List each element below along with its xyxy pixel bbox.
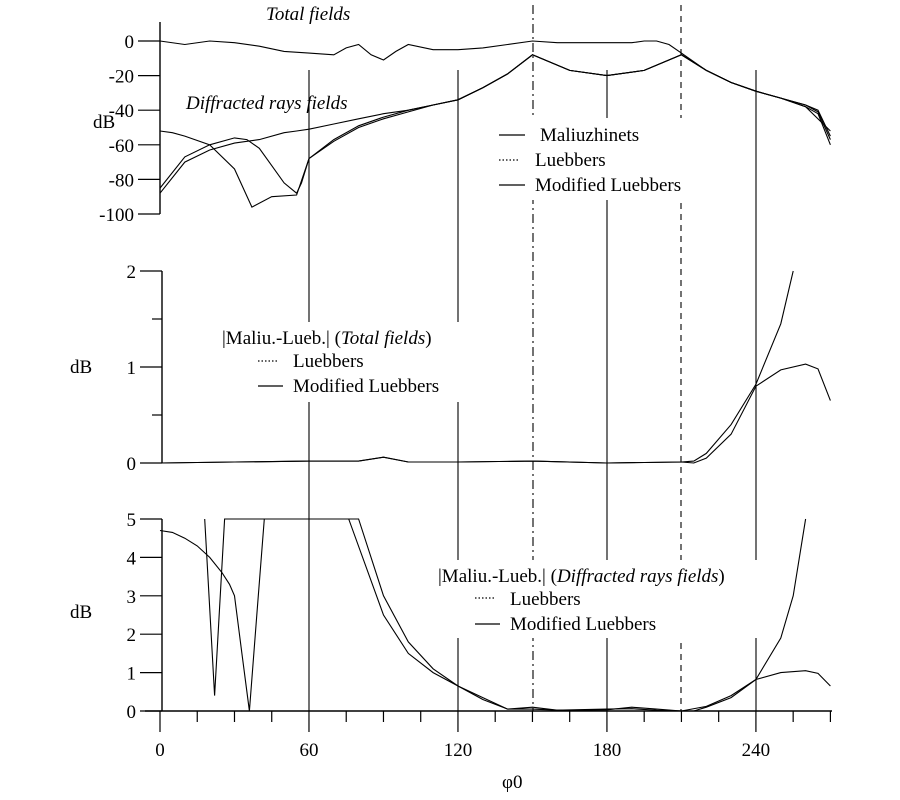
x-axis-label: φ0 [502,772,522,793]
legend-label: Luebbers [510,589,581,610]
top-annotation-total: Total fields [266,4,350,25]
y-tick-label: -100 [99,205,134,226]
series-line [159,54,831,195]
y-tick-label: 5 [127,510,137,531]
x-tick-label: 0 [155,740,165,761]
y-tick-label: 0 [127,702,137,723]
bot-legend: |Maliu.-Lueb.| (Diffracted rays fields) [438,566,725,587]
bottom-panel: 0 1 2 3 4 5 0 60 120 180 240 dB |Maliu.-Lueb.| (D… [70,510,832,793]
legend-label: Luebbers [293,351,364,372]
y-tick-label: 2 [127,262,137,283]
series-line [159,40,831,132]
legend-title: |Maliu.-Lueb.| (Total fields) [222,328,432,349]
top-annotation-diffracted: Diffracted rays fields [185,93,347,114]
y-tick-label: 2 [127,625,137,646]
mid-y-label: dB [70,357,92,378]
legend-title: |Maliu.-Lueb.| (Diffracted rays fields) [438,566,725,587]
top-legend: Maliuzhinets Luebbers Modified Luebbers [499,125,681,196]
top-y-label: dB [93,112,115,133]
y-tick-label: -40 [109,101,134,122]
x-tick-label: 120 [444,740,473,761]
y-tick-label: -60 [109,136,134,157]
bot-y-label: dB [70,602,92,623]
legend-label: Maliuzhinets [540,125,639,146]
bot-legend-items: Luebbers Modified Luebbers [475,589,656,635]
series-line [159,363,831,464]
series-line [204,518,831,712]
y-tick-label: 0 [127,454,137,475]
mid-legend: |Maliu.-Lueb.| (Total fields) Luebbers M… [222,328,439,397]
y-tick-label: 4 [127,548,137,569]
y-tick-label: -20 [109,67,134,88]
y-tick-label: 0 [125,32,135,53]
legend-label: Modified Luebbers [293,376,439,397]
y-tick-label: -80 [109,170,134,191]
x-tick-label: 180 [593,740,622,761]
legend-label: Modified Luebbers [510,614,656,635]
middle-panel: 0 1 2 dB |Maliu.-Lueb.| (Total fields) Lue… [70,262,831,475]
legend-label: Modified Luebbers [535,175,681,196]
y-tick-label: 3 [127,587,137,608]
y-tick-label: 1 [127,358,137,379]
top-panel: 0 -20 -40 -60 -80 -100 dB Total fields Diffra… [93,4,831,226]
x-tick-label: 240 [742,740,771,761]
legend-label: Luebbers [535,150,606,171]
y-tick-label: 1 [127,664,137,685]
x-tick-label: 60 [299,740,318,761]
